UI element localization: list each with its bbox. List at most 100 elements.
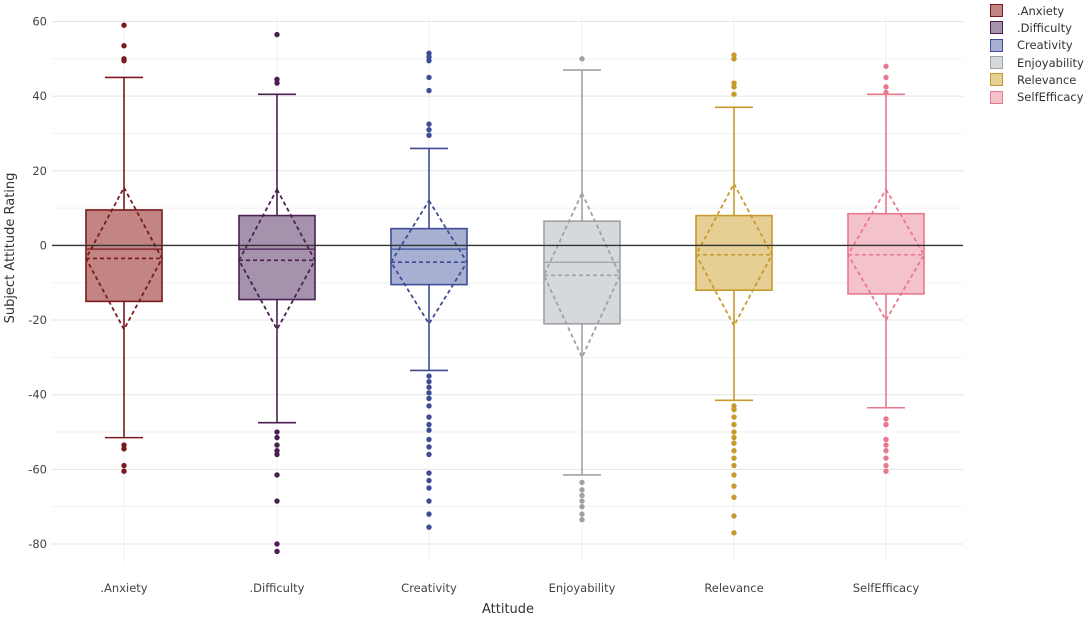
outlier-point [579, 487, 585, 493]
legend-item: SelfEfficacy [990, 88, 1084, 105]
outlier-point [426, 414, 432, 420]
legend-swatch [990, 38, 1003, 52]
outlier-point [426, 373, 432, 379]
outlier-point [883, 455, 889, 461]
outlier-point [426, 470, 432, 476]
outlier-point [274, 472, 280, 478]
x-tick-label: .Difficulty [250, 581, 305, 595]
outlier-point [121, 43, 127, 49]
outlier-point [426, 427, 432, 433]
y-tick-label: 0 [40, 238, 47, 252]
grid-layer [52, 14, 963, 563]
box-creativity [389, 50, 469, 530]
outlier-point [731, 472, 737, 478]
outlier-point [579, 503, 585, 510]
outlier-point [274, 434, 280, 441]
x-tick-label: Relevance [704, 581, 763, 595]
outlier-point [426, 477, 432, 484]
y-tick-label: -40 [28, 388, 47, 402]
y-tick-label: 40 [32, 89, 47, 103]
mean-diamond [84, 185, 164, 332]
outlier-point [426, 436, 432, 443]
outlier-point [121, 468, 127, 474]
outlier-point [121, 57, 127, 64]
outlier-point [426, 50, 432, 56]
outlier-point [883, 416, 889, 422]
iqr-box [847, 212, 925, 295]
legend-label: .Anxiety [1017, 3, 1065, 18]
outlier-point [274, 442, 280, 448]
box-anxiety [84, 22, 164, 474]
box-relevance [694, 52, 774, 536]
legend: .Anxiety .Difficulty Creativity Enjoyabilit… [990, 2, 1084, 106]
legend-label: Relevance [1017, 72, 1077, 87]
outlier-point [426, 451, 432, 458]
axes-layer: 60 40 20 0 -20 -40 -60 -80 .Anxiety .Difficulty Cr… [28, 15, 963, 595]
outlier-point [731, 56, 737, 62]
outlier-point [731, 434, 737, 441]
y-tick-label: 60 [32, 15, 47, 29]
mean-diamond [543, 191, 621, 360]
outlier-point [883, 462, 889, 469]
outlier-point [121, 462, 127, 469]
iqr-box [695, 214, 773, 292]
outlier-point [121, 442, 127, 448]
outlier-point [731, 513, 737, 519]
mean-diamond [846, 187, 926, 322]
outlier-point [731, 80, 737, 86]
legend-swatch [990, 56, 1003, 70]
outlier-point [274, 451, 280, 458]
outlier-point [731, 421, 737, 428]
legend-label: .Difficulty [1017, 20, 1072, 35]
outlier-point [731, 429, 737, 435]
outlier-point [731, 84, 737, 90]
outlier-point [426, 57, 432, 64]
x-tick-label: Creativity [401, 581, 457, 595]
legend-swatch [990, 73, 1003, 87]
outlier-point [274, 76, 280, 83]
outlier-point [883, 436, 889, 443]
x-tick-label: SelfEfficacy [853, 581, 920, 595]
outlier-point [579, 492, 585, 499]
outlier-point [426, 384, 432, 390]
outlier-point [883, 421, 889, 428]
outlier-point [731, 406, 737, 413]
legend-item: Relevance [990, 71, 1084, 88]
outlier-point [883, 89, 889, 96]
legend-label: Creativity [1017, 38, 1073, 53]
outlier-point [274, 429, 280, 435]
x-tick-label: Enjoyability [549, 581, 616, 595]
outlier-point [274, 447, 280, 454]
iqr-box [238, 214, 316, 301]
outlier-point [426, 378, 432, 385]
outlier-point [579, 479, 585, 486]
outlier-point [426, 498, 432, 504]
outlier-point [274, 80, 280, 86]
outlier-point [579, 56, 585, 62]
outlier-point [426, 127, 432, 133]
outlier-point [274, 31, 280, 38]
outlier-point [731, 455, 737, 461]
y-tick-label: -80 [28, 537, 47, 551]
outlier-point [731, 483, 737, 489]
legend-item: .Difficulty [990, 19, 1084, 36]
outlier-point [426, 403, 432, 409]
outlier-point [426, 444, 432, 450]
outlier-point [426, 390, 432, 396]
outlier-point [426, 87, 432, 94]
y-tick-label: 20 [32, 164, 47, 178]
outlier-point [883, 63, 889, 69]
iqr-box [543, 220, 621, 325]
x-axis-title: Attitude [482, 602, 534, 617]
outlier-point [883, 74, 889, 81]
outlier-point [883, 447, 889, 454]
outlier-point [426, 485, 432, 491]
outlier-point [274, 541, 280, 547]
outlier-point [426, 121, 432, 127]
outlier-point [426, 511, 432, 517]
legend-swatch [990, 21, 1003, 35]
outlier-point [731, 447, 737, 454]
outlier-point [121, 446, 127, 452]
legend-item: Enjoyability [990, 54, 1084, 71]
x-tick-label: .Anxiety [100, 581, 147, 595]
